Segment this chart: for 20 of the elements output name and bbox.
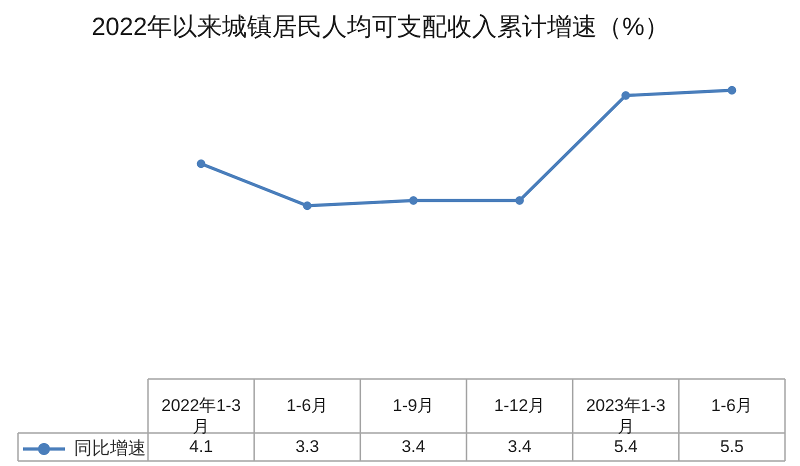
data-label: 5.4 bbox=[614, 437, 638, 456]
legend-label: 同比增速 bbox=[74, 438, 146, 458]
data-label: 3.4 bbox=[508, 437, 532, 456]
x-tick-label: 1-9月 bbox=[392, 396, 434, 415]
data-label: 3.4 bbox=[402, 437, 426, 456]
x-tick-label: 1-6月 bbox=[711, 396, 753, 415]
data-label: 4.1 bbox=[189, 437, 213, 456]
point bbox=[409, 196, 418, 205]
x-tick-label: 2023年1-3月 bbox=[586, 396, 666, 436]
data-label: 5.5 bbox=[720, 437, 744, 456]
point bbox=[728, 86, 736, 95]
x-tick-label: 1-6月 bbox=[286, 396, 328, 415]
data-label: 3.3 bbox=[295, 437, 320, 456]
chart-title: 2022年以来城镇居民人均可支配收入累计增速（%） bbox=[92, 13, 670, 41]
x-tick-label: 2022年1-3月 bbox=[161, 396, 241, 436]
point bbox=[302, 201, 312, 210]
x-tick-label: 1-12月 bbox=[494, 396, 546, 415]
point bbox=[621, 91, 630, 100]
point bbox=[515, 196, 524, 205]
point bbox=[196, 159, 206, 168]
